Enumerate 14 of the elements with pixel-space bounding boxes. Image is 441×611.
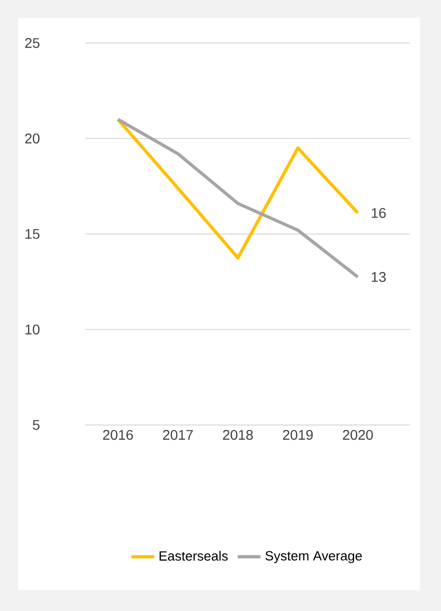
y-tick-label: 25: [25, 38, 40, 48]
legend-label: System Average: [265, 551, 362, 564]
y-tick-label: 10: [26, 324, 40, 334]
y-tick-label: 15: [26, 229, 40, 239]
x-tick-label: 2018: [223, 430, 253, 440]
y-tick-label: 20: [25, 134, 40, 144]
legend-label: Easterseals: [160, 550, 228, 561]
x-tick-label: 2020: [342, 430, 373, 440]
x-tick-label: 2017: [163, 430, 193, 440]
x-tick-label: 2016: [103, 430, 133, 440]
data-label: 16: [372, 208, 386, 218]
data-label: 13: [372, 272, 386, 282]
x-tick-label: 2019: [283, 430, 313, 440]
y-tick-label: 5: [32, 420, 40, 430]
